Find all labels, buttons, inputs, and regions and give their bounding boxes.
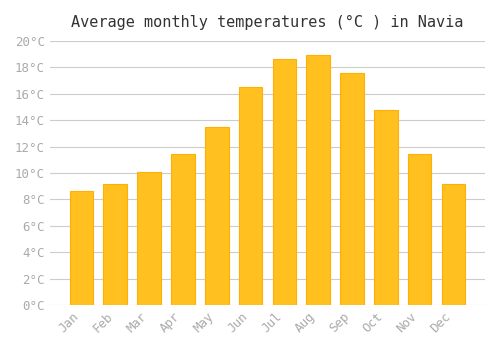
Title: Average monthly temperatures (°C ) in Navia: Average monthly temperatures (°C ) in Na… <box>71 15 464 30</box>
Bar <box>442 183 465 305</box>
Bar <box>205 127 229 305</box>
Bar <box>104 183 127 305</box>
Bar <box>70 191 94 305</box>
Bar <box>138 172 161 305</box>
Bar <box>238 87 262 305</box>
Bar <box>272 60 296 305</box>
Bar <box>171 154 194 305</box>
Bar <box>408 154 432 305</box>
Bar <box>306 55 330 305</box>
Bar <box>374 110 398 305</box>
Bar <box>340 72 364 305</box>
